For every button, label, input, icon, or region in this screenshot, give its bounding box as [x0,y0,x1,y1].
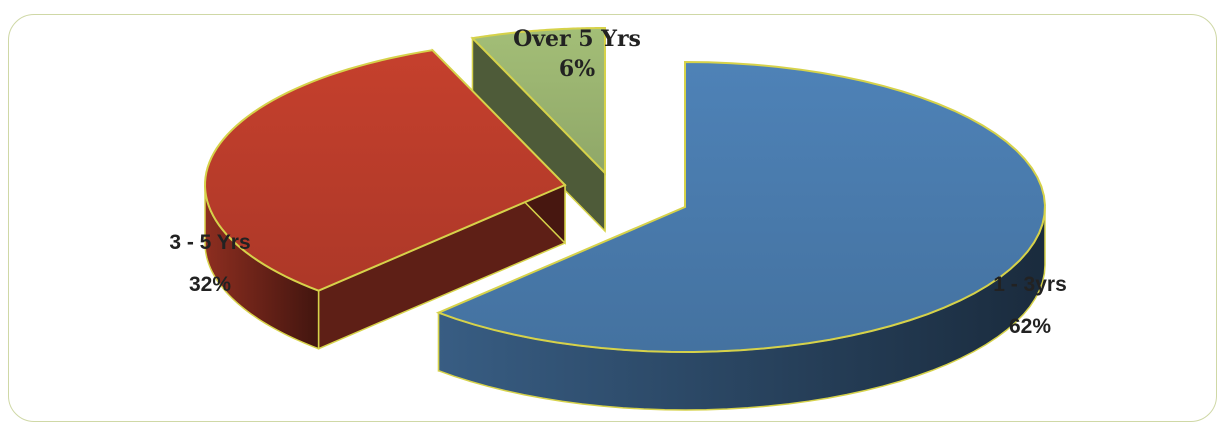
slice-label-over-5yrs-value: 6% [558,56,596,82]
slice-label-3-5yrs-name: 3 - 5 Yrs [169,231,251,254]
slice-label-over-5yrs: Over 5 Yrs 6% [497,24,657,84]
slice-1-3yrs [435,60,1046,411]
slice-over-5yrs [470,26,606,233]
slice-label-over-5yrs-name: Over 5 Yrs [513,26,641,52]
slice-1-3yrs-top [435,60,1046,353]
slice-over-5yrs-top [470,26,606,176]
slice-3-5yrs [204,48,567,350]
slice-label-1-3yrs-value: 62% [1008,315,1052,338]
slice-label-3-5yrs: 3 - 5 Yrs 32% [140,228,280,300]
slice-3-5yrs-top [204,49,567,292]
slice-label-1-3yrs-name: 1 - 3yrs [993,273,1067,296]
slice-label-3-5yrs-value: 32% [188,273,232,296]
slice-label-1-3yrs: 1 - 3yrs 62% [965,270,1095,342]
